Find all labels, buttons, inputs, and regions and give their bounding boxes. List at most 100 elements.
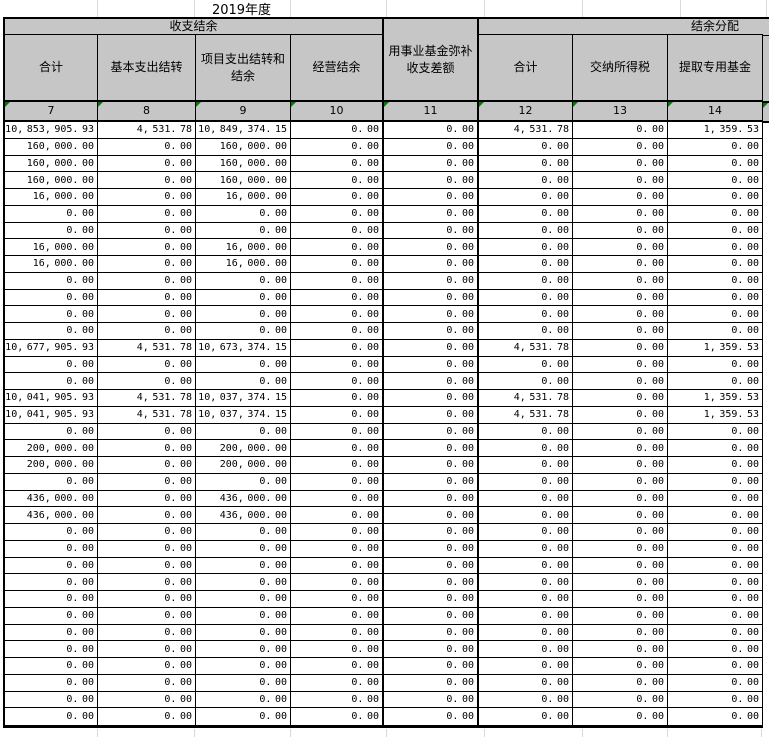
column-header-total-12[interactable]: 合计 [479, 35, 573, 102]
cell[interactable]: 0. 00 [573, 205, 668, 223]
cell[interactable]: 0. 00 [573, 440, 668, 457]
cell[interactable]: 0. 00 [479, 457, 573, 474]
cell[interactable]: 16, 000. 00 [5, 239, 98, 256]
cell[interactable]: 4, 531. 78 [98, 122, 196, 139]
cell[interactable]: 0. 00 [98, 155, 196, 173]
cell[interactable]: 0. 00 [98, 607, 196, 625]
cell[interactable]: 0. 00 [668, 557, 763, 575]
cell[interactable]: 0. 00 [291, 624, 384, 642]
cell[interactable]: 0. 00 [5, 557, 98, 575]
cell[interactable]: 0. 00 [291, 574, 384, 591]
cell[interactable]: 160, 000. 00 [5, 155, 98, 173]
cell[interactable]: 0. 00 [479, 356, 573, 374]
cell[interactable]: 0. 00 [384, 624, 479, 642]
column-header-fund-offset[interactable]: 用事业基金弥补收支差额 [384, 19, 479, 102]
cell[interactable]: 0. 00 [196, 473, 291, 491]
cell[interactable]: 0. 00 [384, 423, 479, 441]
cell[interactable]: 0. 00 [98, 189, 196, 206]
cell[interactable]: 0. 00 [384, 440, 479, 457]
cell[interactable]: 0. 00 [291, 155, 384, 173]
cell[interactable]: 0. 00 [291, 591, 384, 608]
cell[interactable]: 0. 00 [5, 674, 98, 692]
cell[interactable]: 0. 00 [5, 691, 98, 709]
cell[interactable]: 0. 00 [291, 356, 384, 374]
cell[interactable]: 0. 00 [573, 306, 668, 323]
cell[interactable]: 0. 00 [98, 674, 196, 692]
cell[interactable]: 0. 00 [98, 641, 196, 658]
cell[interactable]: 0. 00 [196, 423, 291, 441]
cell[interactable]: 0. 00 [479, 205, 573, 223]
cell[interactable]: 0. 00 [668, 624, 763, 642]
cell[interactable]: 0. 00 [573, 373, 668, 390]
cell[interactable]: 0. 00 [479, 524, 573, 541]
cell[interactable]: 0. 00 [291, 691, 384, 709]
cell[interactable]: 10, 673, 374. 15 [196, 339, 291, 357]
cell[interactable]: 0. 00 [668, 373, 763, 390]
cell[interactable]: 16, 000. 00 [5, 256, 98, 273]
cell[interactable]: 0. 00 [573, 239, 668, 256]
cell[interactable]: 0. 00 [5, 205, 98, 223]
cell[interactable]: 4, 531. 78 [98, 339, 196, 357]
cell[interactable]: 0. 00 [384, 674, 479, 692]
cell[interactable]: 4, 531. 78 [479, 406, 573, 424]
cell[interactable]: 10, 853, 905. 93 [5, 122, 98, 139]
cell[interactable]: 0. 00 [98, 490, 196, 508]
cell[interactable]: 0. 00 [573, 591, 668, 608]
cell[interactable]: 0. 00 [479, 373, 573, 390]
cell[interactable]: 0. 00 [668, 490, 763, 508]
cell[interactable]: 0. 00 [573, 423, 668, 441]
column-header-income-tax-paid[interactable]: 交纳所得税 [573, 35, 668, 102]
cell[interactable]: 200, 000. 00 [196, 440, 291, 457]
cell[interactable]: 0. 00 [196, 222, 291, 240]
cell[interactable]: 0. 00 [573, 272, 668, 290]
cell[interactable]: 0. 00 [291, 473, 384, 491]
cell[interactable]: 4, 531. 78 [479, 339, 573, 357]
column-header-operating-balance[interactable]: 经营结余 [291, 35, 384, 102]
cell[interactable]: 0. 00 [291, 205, 384, 223]
cell[interactable]: 0. 00 [668, 205, 763, 223]
cell[interactable]: 0. 00 [668, 658, 763, 675]
cell[interactable]: 0. 00 [573, 674, 668, 692]
cell[interactable]: 1, 359. 53 [668, 339, 763, 357]
column-number-cell[interactable]: 8 [98, 102, 196, 122]
cell[interactable]: 0. 00 [98, 557, 196, 575]
cell[interactable]: 0. 00 [196, 591, 291, 608]
cell[interactable]: 0. 00 [98, 524, 196, 541]
cell[interactable]: 0. 00 [384, 658, 479, 675]
cell[interactable]: 0. 00 [479, 306, 573, 323]
cell[interactable]: 0. 00 [479, 155, 573, 173]
cell[interactable]: 0. 00 [384, 172, 479, 189]
cell[interactable]: 0. 00 [196, 373, 291, 390]
column-number-cell[interactable]: 12 [479, 102, 573, 122]
cell[interactable]: 0. 00 [384, 373, 479, 390]
cell[interactable]: 0. 00 [291, 641, 384, 658]
column-number-cell[interactable]: 10 [291, 102, 384, 122]
cell[interactable]: 0. 00 [5, 423, 98, 441]
cell[interactable]: 0. 00 [384, 607, 479, 625]
cell[interactable]: 0. 00 [384, 155, 479, 173]
cell[interactable]: 0. 00 [384, 323, 479, 340]
cell[interactable]: 0. 00 [98, 373, 196, 390]
cell[interactable]: 0. 00 [98, 574, 196, 591]
cell[interactable]: 0. 00 [291, 272, 384, 290]
cell[interactable]: 0. 00 [573, 138, 668, 156]
cell[interactable]: 0. 00 [573, 172, 668, 189]
cell[interactable]: 10, 041, 905. 93 [5, 390, 98, 407]
cell[interactable]: 0. 00 [668, 323, 763, 340]
cell[interactable]: 0. 00 [573, 323, 668, 340]
cell[interactable]: 0. 00 [196, 691, 291, 709]
cell[interactable]: 0. 00 [479, 222, 573, 240]
cell[interactable]: 0. 00 [98, 540, 196, 558]
cell[interactable]: 0. 00 [291, 524, 384, 541]
cell[interactable]: 0. 00 [5, 289, 98, 307]
cell[interactable]: 0. 00 [384, 691, 479, 709]
cell[interactable]: 0. 00 [196, 205, 291, 223]
cell[interactable]: 0. 00 [668, 289, 763, 307]
cell[interactable]: 0. 00 [196, 708, 291, 725]
cell[interactable]: 0. 00 [384, 540, 479, 558]
cell[interactable]: 0. 00 [479, 323, 573, 340]
cell[interactable]: 0. 00 [384, 205, 479, 223]
cell[interactable]: 0. 00 [291, 172, 384, 189]
cell[interactable]: 0. 00 [573, 641, 668, 658]
cell[interactable]: 0. 00 [479, 624, 573, 642]
